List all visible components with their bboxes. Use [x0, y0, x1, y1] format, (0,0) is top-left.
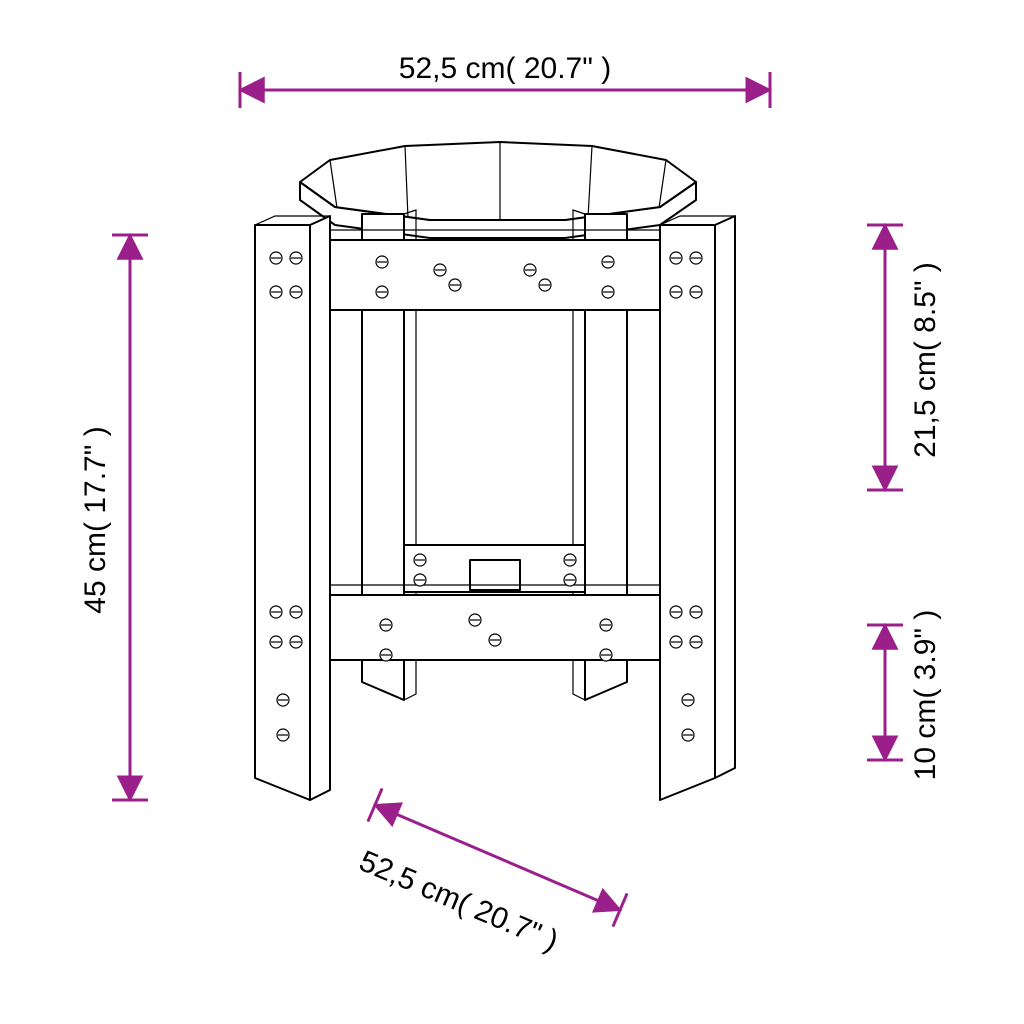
stretcher-front: [310, 585, 680, 660]
table-top: [300, 142, 696, 238]
dimension-drawing: 52,5 cm( 20.7" ) 45 cm( 17.7" ) 52,5 cm(…: [0, 0, 1024, 1024]
apron-front: [310, 230, 680, 310]
label-right-upper: 21,5 cm( 8.5" ): [909, 262, 942, 458]
label-top-width: 52,5 cm( 20.7" ): [399, 52, 611, 85]
leg-front-right: [660, 216, 735, 800]
label-depth: 52,5 cm( 20.7" ): [355, 845, 563, 958]
label-right-lower: 10 cm( 3.9" ): [909, 610, 942, 781]
label-left-height: 45 cm( 17.7" ): [79, 426, 112, 613]
table-outline: [255, 142, 735, 800]
leg-front-left: [255, 216, 330, 800]
screws: [270, 252, 702, 741]
